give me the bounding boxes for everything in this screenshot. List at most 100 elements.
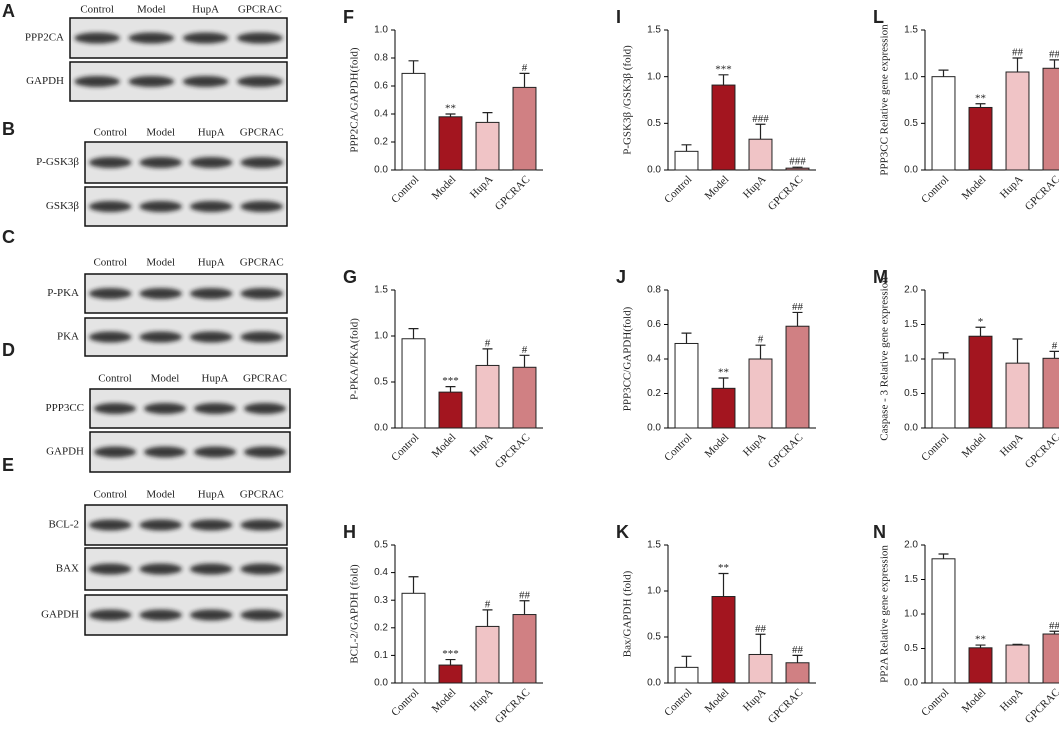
band [240, 519, 283, 531]
bar [674, 150, 699, 171]
error-bar [519, 600, 530, 615]
lane-label: Model [137, 4, 166, 16]
y-tick-label: 0.4 [374, 567, 388, 578]
x-tick-label: GPCRAC [493, 173, 533, 213]
x-tick-label: Control [919, 686, 951, 718]
error-bar [938, 352, 949, 359]
band [237, 32, 283, 44]
x-tick-label: Model [703, 173, 732, 202]
bar [968, 335, 993, 429]
bar [931, 358, 956, 429]
bar [1005, 362, 1030, 429]
band [89, 288, 132, 299]
significance: # [485, 598, 491, 610]
significance: ## [792, 301, 804, 313]
y-tick-label: 1.0 [647, 71, 661, 82]
x-tick-label: Control [662, 431, 694, 463]
panel-letter: M [873, 267, 888, 287]
significance: # [522, 62, 528, 74]
y-axis-label: PP2A Relative gene expression [879, 545, 891, 683]
band [182, 32, 229, 44]
y-tick-label: 1.5 [647, 540, 661, 551]
band [139, 519, 182, 531]
bar [748, 358, 773, 429]
band [94, 446, 136, 458]
panel-letter: K [616, 522, 629, 542]
y-tick-label: 1.5 [904, 319, 918, 330]
y-tick-label: 0.5 [904, 118, 918, 129]
lane-label: Model [151, 373, 180, 385]
row-label: PKA [57, 331, 79, 343]
bar [401, 72, 426, 171]
bar [968, 106, 993, 171]
y-tick-label: 1.5 [904, 574, 918, 585]
y-axis-label: Bax/GAPDH (fold) [622, 570, 634, 657]
band [139, 609, 182, 621]
band [89, 609, 132, 621]
band [240, 331, 283, 343]
x-tick-label: Control [389, 686, 421, 718]
bar [711, 84, 736, 171]
error-bar [445, 658, 456, 666]
significance: ## [519, 589, 531, 601]
bar [401, 338, 426, 429]
significance: ### [752, 113, 769, 125]
band [194, 446, 236, 458]
y-tick-label: 0.1 [374, 650, 388, 661]
x-tick-label: Control [919, 173, 951, 205]
y-tick-label: 0.2 [374, 622, 388, 633]
y-tick-label: 0.5 [904, 643, 918, 654]
y-tick-label: 0.2 [374, 137, 388, 148]
x-tick-label: HupA [998, 431, 1026, 459]
x-tick-label: Model [430, 686, 459, 715]
row-label: BCL-2 [48, 519, 79, 531]
lane-label: Model [146, 489, 175, 501]
bar [475, 625, 500, 684]
error-bar [975, 326, 986, 337]
y-tick-label: 1.0 [647, 586, 661, 597]
error-bar [975, 644, 986, 648]
error-bar [755, 344, 766, 359]
lane-label: HupA [192, 4, 219, 16]
panel-letter: B [2, 119, 15, 139]
bar [968, 647, 993, 684]
band [89, 331, 132, 343]
y-axis-label: PPP3CC Relative gene expression [879, 24, 891, 176]
band [190, 331, 233, 343]
band [190, 201, 233, 212]
panel-letter: J [616, 267, 626, 287]
y-axis-label: Caspase - 3 Relative gene expression [879, 277, 891, 441]
band [144, 403, 186, 414]
row-label: PPP2CA [25, 32, 64, 44]
row-label: PPP3CC [45, 402, 84, 414]
significance: ## [1012, 47, 1024, 59]
error-bar [681, 332, 692, 344]
band [139, 331, 182, 343]
panel-letter: A [2, 1, 15, 21]
band [128, 32, 175, 44]
x-tick-label: GPCRAC [493, 431, 533, 471]
bar [785, 662, 810, 684]
bar [1005, 644, 1030, 684]
significance: * [978, 316, 984, 328]
x-tick-label: Model [430, 431, 459, 460]
lane-label: Control [80, 4, 114, 16]
bar [512, 366, 537, 429]
bar [711, 596, 736, 684]
band [190, 563, 233, 575]
x-tick-label: HupA [998, 686, 1026, 714]
bar [438, 664, 463, 684]
x-tick-label: Model [960, 431, 989, 460]
error-bar [482, 348, 493, 366]
band [190, 609, 233, 621]
lane-label: Model [146, 127, 175, 139]
x-tick-label: GPCRAC [1023, 173, 1059, 213]
band [244, 403, 286, 414]
x-tick-label: Control [389, 173, 421, 205]
significance: ## [792, 644, 804, 656]
row-label: GSK3β [46, 200, 80, 212]
bar [674, 666, 699, 684]
y-tick-label: 1.5 [647, 25, 661, 36]
x-tick-label: GPCRAC [766, 431, 806, 471]
x-tick-label: Control [389, 431, 421, 463]
